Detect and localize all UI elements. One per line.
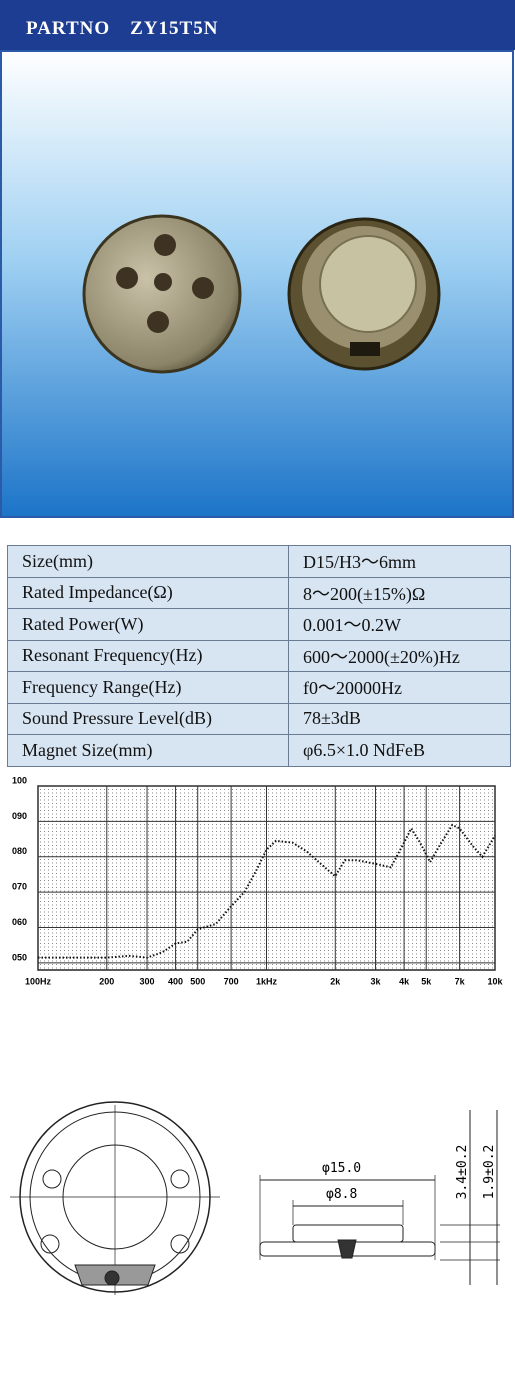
x-tick-label: 100Hz (25, 976, 52, 986)
spec-value: 8～200(±15%)Ω (288, 576, 511, 609)
spec-value: φ6.5×1.0 NdFeB (288, 734, 511, 767)
y-tick-label: 100 (12, 775, 27, 785)
x-tick-label: 200 (99, 976, 114, 986)
spec-label: Magnet Size(mm) (7, 734, 289, 767)
inner-diameter: φ8.8 (326, 1187, 357, 1202)
x-tick-label: 300 (140, 976, 155, 986)
dimension-drawing: φ15.0 φ8.8 3.4±0.2 1.9±0.2 (10, 1101, 500, 1295)
x-tick-label: 2k (330, 976, 341, 986)
spec-label: Rated Impedance(Ω) (7, 576, 289, 609)
spec-value: 78±3dB (288, 702, 511, 735)
header: PARTNO ZY15T5N (0, 0, 515, 50)
height-total: 3.4±0.2 (455, 1145, 470, 1200)
height-body: 1.9±0.2 (482, 1145, 497, 1200)
x-tick-label: 10k (487, 976, 503, 986)
x-tick-label: 1kHz (256, 976, 278, 986)
y-tick-label: 080 (12, 846, 27, 856)
x-tick-label: 5k (421, 976, 432, 986)
y-tick-label: 060 (12, 917, 27, 927)
x-tick-label: 4k (399, 976, 410, 986)
spec-label: Resonant Frequency(Hz) (7, 639, 289, 672)
spec-row: Size(mm) D15/H3～6mm (7, 545, 511, 578)
frequency-chart: 050 060 070 080 090 100 100Hz 200 300 400 500 700 1k… (12, 775, 503, 986)
spec-row: Magnet Size(mm) φ6.5×1.0 NdFeB (7, 734, 511, 767)
y-tick-label: 090 (12, 811, 27, 821)
spec-label: Rated Power(W) (7, 608, 289, 641)
spec-value: 600～2000(±20%)Hz (288, 639, 511, 672)
spec-row: Resonant Frequency(Hz) 600～2000(±20%)Hz (7, 639, 511, 672)
outer-diameter: φ15.0 (322, 1161, 361, 1176)
spec-label: Frequency Range(Hz) (7, 671, 289, 704)
x-tick-label: 700 (224, 976, 239, 986)
y-tick-label: 070 (12, 882, 27, 892)
spec-row: Frequency Range(Hz) f0～20000Hz (7, 671, 511, 704)
y-tick-label: 050 (12, 952, 27, 962)
spec-value: 0.001～0.2W (288, 608, 511, 641)
spec-label: Size(mm) (7, 545, 289, 578)
spec-row: Rated Impedance(Ω) 8～200(±15%)Ω (7, 576, 511, 609)
x-tick-label: 7k (455, 976, 466, 986)
x-tick-label: 400 (168, 976, 183, 986)
spec-row: Sound Pressure Level(dB) 78±3dB (7, 702, 511, 735)
product-photo (0, 50, 514, 518)
spec-label: Sound Pressure Level(dB) (7, 702, 289, 735)
spec-value: D15/H3～6mm (288, 545, 511, 578)
spec-table: Size(mm) D15/H3～6mm Rated Impedance(Ω) 8～20… (7, 545, 511, 767)
spec-row: Rated Power(W) 0.001～0.2W (7, 608, 511, 641)
x-tick-label: 3k (371, 976, 382, 986)
header-title: PARTNO ZY15T5N (26, 18, 219, 39)
x-tick-label: 500 (190, 976, 205, 986)
response-curve (38, 823, 496, 959)
spec-value: f0～20000Hz (288, 671, 511, 704)
